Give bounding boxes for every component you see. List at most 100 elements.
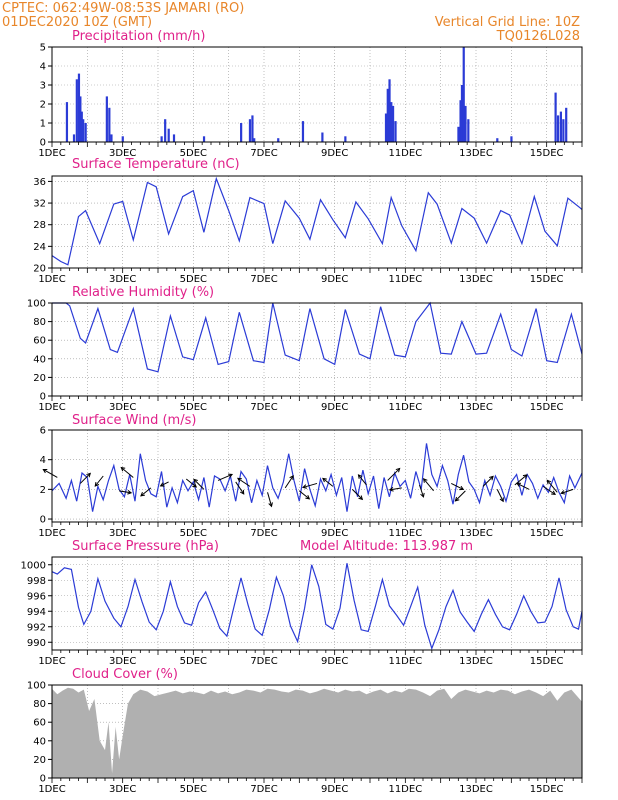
wind-title: Surface Wind (m/s) (72, 413, 196, 428)
cloud-cover-area (52, 687, 582, 778)
wind-arrow (120, 466, 134, 478)
wind-arrow (235, 481, 245, 495)
relative-humidity-xtick-label: 13DEC (459, 402, 493, 413)
precip-bar (72, 134, 76, 142)
wind-arrow (482, 475, 494, 487)
precipitation-mm-xtick-label: 13DEC (459, 148, 493, 159)
wind-arrow-shaft (423, 478, 434, 492)
surface-temperature-line (51, 176, 583, 266)
wind-arrow (516, 482, 530, 490)
precip-title: Precipitation (mm/h) (72, 29, 205, 44)
surface-wind-xtick-label: 11DEC (388, 528, 422, 539)
surface-pressure-xtick-label: 15DEC (530, 656, 564, 667)
precip-bar (110, 134, 113, 142)
precip-bar (559, 111, 562, 142)
surface-pressure-ytick-label: 994 (27, 607, 46, 618)
precip-bar (464, 105, 467, 142)
temp-title: Surface Temperature (nC) (72, 157, 240, 172)
precip-bar (251, 115, 254, 142)
wind-arrow-head (159, 482, 165, 487)
precip-bar (457, 126, 460, 142)
wind-arrow (94, 475, 104, 487)
wind-arrow-shaft (120, 467, 134, 478)
cloud-cover-xtick-label: 7DEC (250, 784, 277, 795)
wind-arrow-shaft (358, 474, 367, 486)
surface-pressure-ytick-label: 992 (27, 622, 46, 633)
precip-bar (562, 119, 565, 142)
surface-wind-xtick-label: 5DEC (180, 528, 207, 539)
precip-bar (202, 136, 206, 142)
wind-arrow-head (516, 482, 522, 487)
surface-pressure-xtick-label: 1DEC (38, 656, 65, 667)
wind-arrow-head (388, 487, 394, 492)
wind-arrow (217, 473, 234, 481)
precip-bar (277, 138, 280, 142)
wind-arrow (42, 468, 58, 478)
precipitation-mm-ytick-label: 3 (40, 81, 46, 92)
precipitation-mm-xtick-label: 15DEC (530, 148, 564, 159)
precip-bar (240, 123, 243, 142)
surface-pressure-ytick-label: 990 (27, 638, 46, 649)
cloud-cover-xtick-label: 5DEC (180, 784, 207, 795)
surface-temperature-frame (51, 175, 583, 269)
wind-arrow-shaft (267, 492, 273, 507)
wind-arrow-head (301, 484, 308, 489)
relative-humidity-ytick-label: 60 (33, 336, 46, 347)
precipitation-mm-ytick-label: 5 (40, 43, 46, 54)
wind-arrow-head (420, 492, 425, 498)
surface-pressure-ytick-label: 996 (27, 591, 46, 602)
precip-bar (390, 102, 393, 142)
precip-bar (556, 115, 560, 142)
wind-arrow-head (546, 479, 552, 485)
wind-arrow-head (358, 495, 364, 501)
wind-arrow-head (454, 496, 460, 502)
wind-arrow-head (357, 474, 363, 479)
precipitation-mm-xtick-label: 11DEC (388, 148, 422, 159)
surface-pressure-xtick-label: 5DEC (180, 656, 207, 667)
header-grid-info: Vertical Grid Line: 10Z (435, 15, 580, 30)
surface-wind-panel: 0 2 4 6 1DEC 3DEC 5DEC 7DEC 9DEC 11DEC 13DEC 15DEC (38, 426, 583, 539)
wind-arrow (560, 488, 574, 495)
precip-bar (459, 100, 462, 142)
wind-arrow-head (499, 497, 504, 503)
wind-arrow-head (395, 467, 401, 473)
relative-humidity-xtick-label: 11DEC (388, 402, 422, 413)
precip-bar (75, 79, 78, 142)
precip-bar (394, 121, 397, 142)
surface-wind-xtick-label: 1DEC (38, 528, 65, 539)
wind-arrow (322, 477, 334, 487)
wind-arrow (301, 482, 318, 489)
precip-bar (82, 119, 85, 142)
precip-bar (554, 92, 557, 142)
surface-temperature-xtick-label: 1DEC (38, 274, 65, 285)
surface-wind-xtick-label: 15DEC (530, 528, 564, 539)
surface-temperature-ytick-label: 24 (33, 242, 46, 253)
wind-arrow (542, 485, 557, 495)
wind-arrow (79, 472, 92, 484)
precip-bar (108, 107, 111, 142)
wind-arrow (496, 489, 504, 503)
wind-arrow-head (459, 485, 465, 491)
precip-bar (121, 136, 124, 142)
precipitation-mm-xtick-label: 9DEC (321, 148, 348, 159)
precip-bar (105, 96, 108, 142)
relative-humidity-ytick-label: 100 (27, 299, 46, 310)
surface-pressure-ytick-label: 1000 (21, 560, 46, 571)
cloud-cover-xtick-label: 1DEC (38, 784, 65, 795)
precip-bar (565, 107, 568, 142)
wind-arrow-head (127, 489, 133, 495)
wind-arrow-shaft (94, 475, 104, 487)
surface-pressure-xtick-label: 3DEC (109, 656, 136, 667)
relative-humidity-xtick-label: 15DEC (530, 402, 564, 413)
precipitation-mm-xtick-label: 5DEC (180, 148, 207, 159)
precip-bar (172, 134, 176, 142)
relative-humidity-line (52, 301, 583, 373)
wind-arrow-head (422, 478, 428, 483)
cloud-cover-ytick-label: 80 (33, 699, 46, 710)
surface-temperature-panel: 20 24 28 32 36 1DEC 3DEC 5DEC 7DEC 9DEC 11DEC 13DEC… (33, 175, 583, 285)
wind-arrow-shaft (235, 481, 245, 495)
wind-arrow-head (193, 478, 198, 484)
wind-arrow (351, 489, 364, 501)
surface-pressure-panel: 990 992 994 996 998 1000 1DEC 3DEC 5DEC 7DEC 9DEC 1… (21, 556, 583, 667)
surface-wind-xtick-label: 3DEC (109, 528, 136, 539)
